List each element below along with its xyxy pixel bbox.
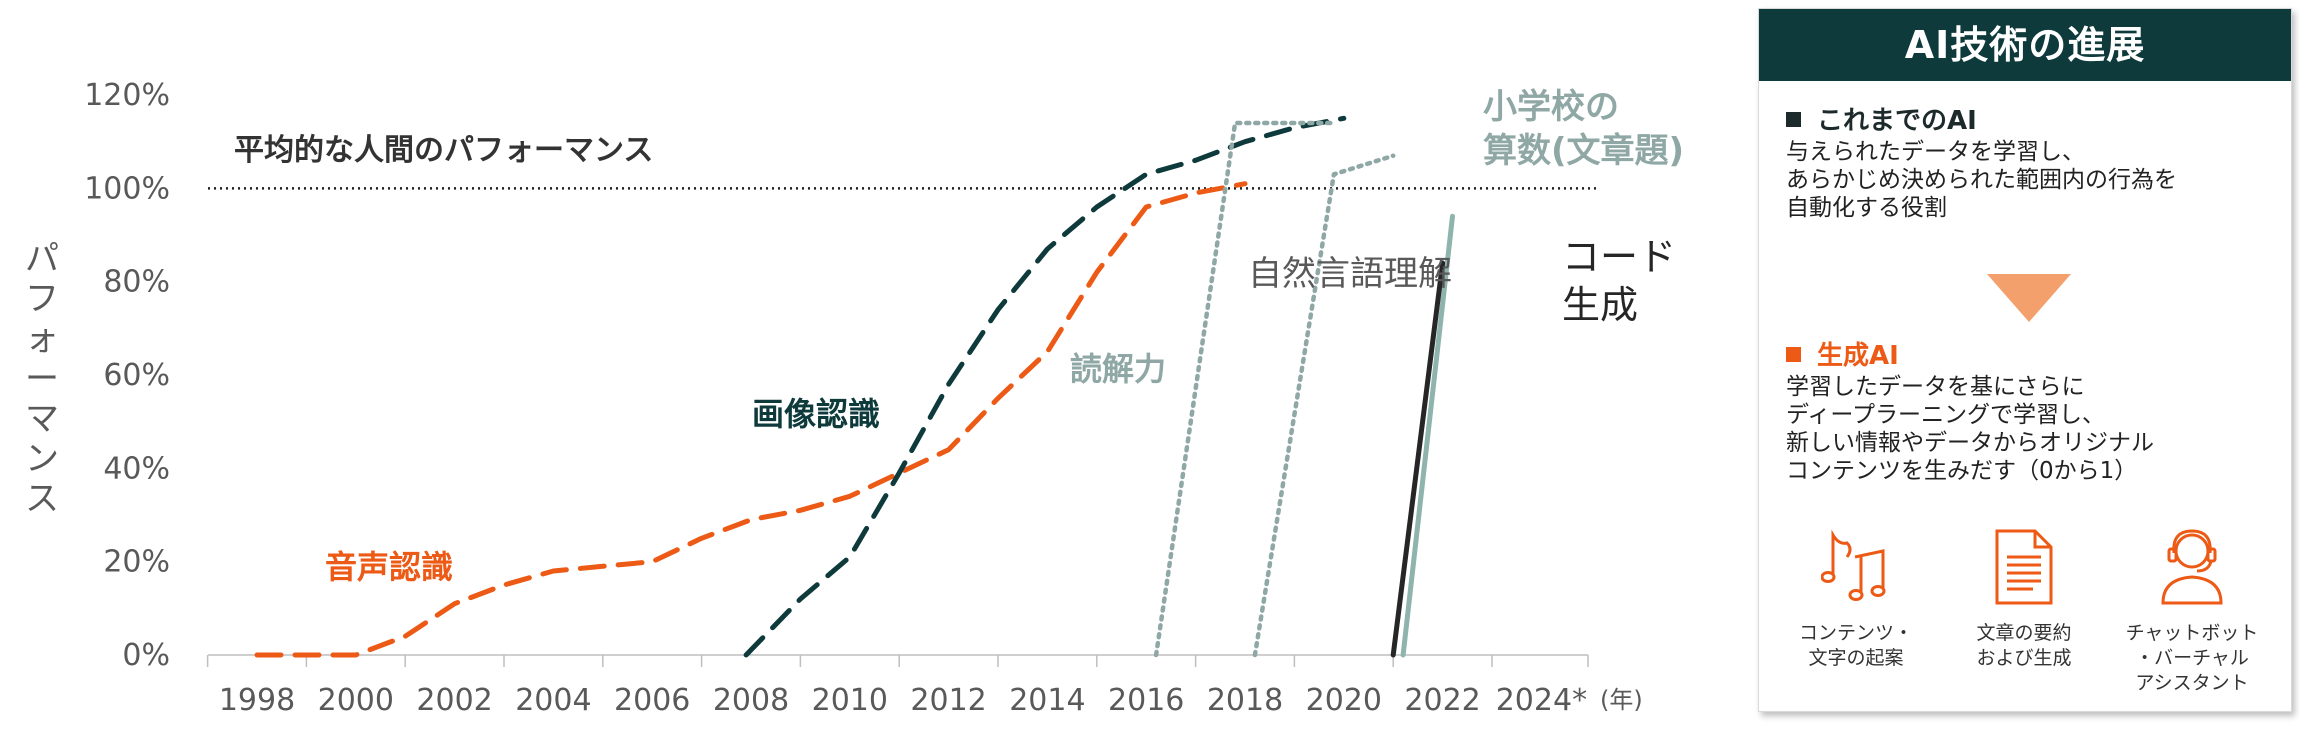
headset-person-icon — [2161, 529, 2223, 605]
series-line-5 — [1390, 260, 1446, 658]
x-tick-label: 2004 — [515, 683, 591, 718]
y-tick-label: 60% — [103, 358, 170, 393]
x-tick-label: 2006 — [614, 683, 690, 718]
body-line: あらかじめ決められた範囲内の行為を — [1786, 167, 2177, 193]
y-tick-label: 80% — [103, 265, 170, 300]
section-traditional-ai-title: これまでのAI — [1786, 104, 2277, 138]
y-tick-label: 40% — [103, 451, 170, 486]
performance-chart: 0% 20% 40% 60% 80% 100% 120% 1998 2000 2002 2004 20… — [25, 78, 1684, 718]
x-tick-label: 1998 — [219, 683, 295, 718]
y-tick-label: 0% — [122, 638, 170, 673]
panel-title: AI技術の進展 — [1759, 9, 2291, 81]
music-notes-icon — [1821, 529, 1886, 601]
section-generative-ai-body: 学習したデータを基にさらに ディープラーニングで学習し、 新しい情報やデータから… — [1786, 373, 2277, 485]
x-tick-label: 2022 — [1404, 683, 1480, 718]
y-axis-label: パフォーマンス — [25, 239, 59, 519]
label-math-word-problems-1: 小学校の — [1483, 87, 1619, 127]
body-line: 新しい情報やデータからオリジナル — [1786, 430, 2154, 456]
label-natural-language: 自然言語理解 — [1248, 254, 1452, 294]
feature-list: コンテンツ・ 文字の起案 文章の要約 および生成 — [1759, 527, 2291, 697]
feature-label: コンテンツ・ 文字の起案 — [1798, 622, 1913, 669]
body-line: 与えられたデータを学習し、 — [1786, 139, 2085, 165]
y-axis-label-char: ン — [25, 439, 59, 479]
feature-label: チャットボット ・バーチャル アシスタント — [2125, 622, 2259, 694]
ai-progress-panel: AI技術の進展 これまでのAI 与えられたデータを学習し、 あらかじめ決められた… — [1758, 8, 2292, 712]
series-line-4 — [1400, 213, 1455, 658]
label-math-word-problems-2: 算数(文章題) — [1483, 131, 1684, 171]
section-traditional-ai: これまでのAI 与えられたデータを学習し、 あらかじめ決められた範囲内の行為を … — [1786, 104, 2277, 222]
feature-label: 文章の要約 および生成 — [1976, 622, 2072, 669]
section-generative-ai: 生成AI 学習したデータを基にさらに ディープラーニングで学習し、 新しい情報や… — [1786, 339, 2277, 485]
feature-chatbot: チャットボット ・バーチャル アシスタント — [2107, 527, 2277, 696]
square-bullet-icon — [1786, 112, 1801, 127]
y-axis-label-char: ス — [25, 479, 59, 519]
x-tick-label: 2014 — [1009, 683, 1085, 718]
feature-content-drafting: コンテンツ・ 文字の起案 — [1771, 527, 1941, 671]
series-lines — [254, 115, 1455, 658]
x-tick-label: 2018 — [1207, 683, 1283, 718]
section-traditional-ai-body: 与えられたデータを学習し、 あらかじめ決められた範囲内の行為を 自動化する役割 — [1786, 138, 2277, 222]
down-arrow-icon — [1987, 274, 2071, 322]
document-icon — [1995, 529, 2053, 605]
body-line: ディープラーニングで学習し、 — [1786, 402, 2106, 428]
square-bullet-icon — [1786, 347, 1801, 362]
label-code-generation-2: 生成 — [1562, 283, 1638, 327]
section-generative-ai-title: 生成AI — [1786, 339, 2277, 373]
label-speech-recognition: 音声認識 — [325, 548, 453, 586]
x-tick-label: 2020 — [1306, 683, 1382, 718]
body-line: 学習したデータを基にさらに — [1786, 374, 2085, 400]
y-axis-label-char: フ — [25, 279, 59, 319]
feature-summarization: 文章の要約 および生成 — [1939, 527, 2109, 671]
label-reading-comprehension: 読解力 — [1070, 350, 1166, 388]
human-performance-label: 平均的な人間のパフォーマンス — [234, 133, 653, 168]
label-image-recognition: 画像認識 — [752, 395, 880, 433]
x-tick-label: 2000 — [318, 683, 394, 718]
y-tick-label: 20% — [103, 545, 170, 580]
y-axis-label-char: ォ — [25, 319, 59, 359]
x-tick-label: 2016 — [1108, 683, 1184, 718]
chart-axes: 0% 20% 40% 60% 80% 100% 120% 1998 2000 2002 2004 20… — [25, 78, 1643, 718]
y-axis-label-char: パ — [25, 239, 59, 279]
body-line: 自動化する役割 — [1786, 195, 1947, 221]
series-line-0 — [254, 181, 1248, 658]
x-tick-label: 2012 — [910, 683, 986, 718]
x-axis-unit: (年) — [1600, 686, 1643, 714]
y-tick-label: 120% — [84, 78, 170, 113]
body-line: コンテンツを生みだす（0から1） — [1786, 458, 2138, 484]
series-line-2 — [1153, 120, 1337, 658]
y-axis-label-char: マ — [25, 399, 59, 439]
series-line-1 — [743, 115, 1347, 658]
x-tick-label: 2002 — [416, 683, 492, 718]
label-code-generation-1: コード — [1562, 235, 1676, 279]
y-tick-label: 100% — [84, 171, 170, 206]
x-tick-label: 2008 — [713, 683, 789, 718]
x-tick-label: 2024* — [1496, 683, 1587, 718]
x-tick-label: 2010 — [812, 683, 888, 718]
reference-line-group: 平均的な人間のパフォーマンス — [208, 133, 1598, 190]
y-axis-label-char: ー — [25, 359, 59, 399]
series-line-3 — [1252, 153, 1396, 658]
